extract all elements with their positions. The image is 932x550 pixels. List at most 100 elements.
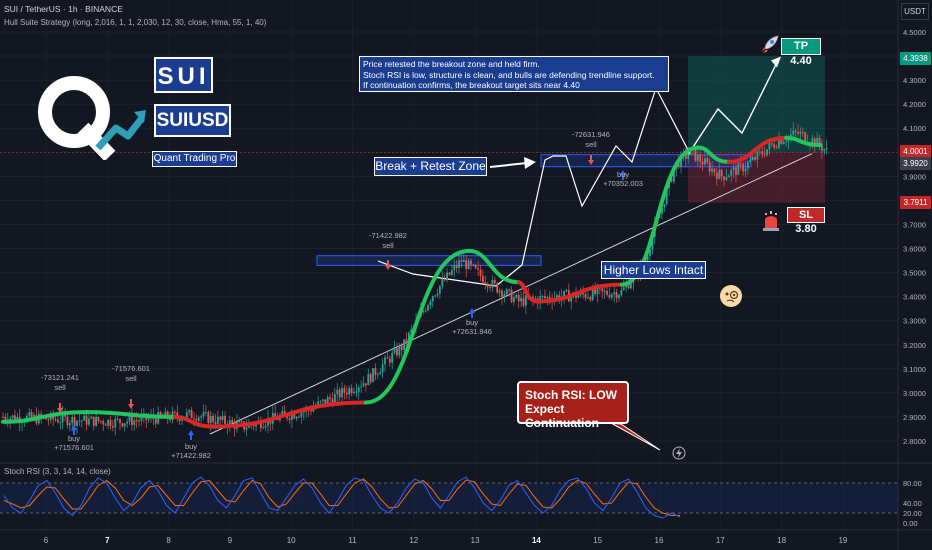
candle-body (737, 163, 740, 175)
candle-body (76, 420, 78, 426)
trend-lines (209, 56, 813, 451)
candle-body (646, 255, 649, 260)
note-line-2: Stoch RSI is low, structure is clean, an… (363, 69, 655, 80)
candle-body (441, 279, 444, 286)
candle-body (548, 297, 551, 301)
candle-body (520, 297, 522, 302)
candle-body (365, 383, 367, 386)
candle-body (21, 422, 23, 424)
price-tick-label: 2.8000 (903, 437, 926, 446)
candle-body (407, 333, 410, 343)
candle-body (739, 163, 742, 165)
ticker-badge: SUI (154, 57, 213, 93)
stoch-rsi-legend[interactable]: Stoch RSI (3, 3, 14, 14, close) (4, 467, 111, 476)
buy-arrow-icon (188, 430, 194, 440)
hull-ma-segment (535, 282, 624, 304)
time-tick-label: 8 (166, 536, 171, 545)
candle-body (811, 138, 814, 144)
price-tick-label: 4.3000 (903, 76, 926, 85)
candle-body (2, 416, 4, 418)
candle-body (591, 288, 594, 300)
candle-body (57, 419, 59, 423)
stop-loss-zone (688, 152, 825, 203)
stop-price-tag: 3.7911 (900, 196, 931, 209)
candle-body (747, 162, 749, 169)
time-tick-label: 18 (777, 536, 786, 545)
candle-body (601, 288, 604, 292)
candle-body (661, 206, 663, 214)
candle-body (715, 172, 718, 179)
strategy-legend[interactable]: Hull Suite Strategy (long, 2,016, 1, 1, … (4, 18, 267, 27)
candle-body (71, 416, 74, 424)
candle-body (713, 168, 716, 173)
candle-body (775, 147, 778, 149)
candle-body (209, 415, 212, 423)
candle-body (708, 162, 711, 172)
candle-body (479, 269, 482, 276)
candle-body (825, 147, 828, 150)
price-tick-label: 4.1000 (903, 124, 926, 133)
lightning-icon[interactable] (672, 446, 686, 460)
candle-body (761, 151, 764, 155)
candle-body (400, 345, 403, 351)
candle-body (670, 178, 673, 182)
candle-body (164, 411, 167, 418)
candle-body (584, 294, 587, 298)
candle-body (735, 167, 737, 175)
candle-body (317, 401, 320, 407)
candle-body (138, 420, 140, 422)
stoch-band (0, 483, 898, 513)
candle-body (524, 295, 527, 306)
candle-body (823, 149, 826, 151)
candle-body (505, 289, 508, 295)
candle-body (462, 259, 465, 262)
candle-body (608, 294, 611, 298)
time-tick-label: 9 (228, 536, 233, 545)
pair-badge: SUIUSD (154, 104, 231, 137)
projection-path (687, 58, 780, 156)
stoch-callout-line-2: Expect Continuation (525, 402, 599, 430)
currency-button[interactable]: USDT (901, 3, 929, 20)
buy-side-label: buy (68, 434, 80, 443)
candle-body (689, 148, 692, 156)
candle-body (228, 420, 231, 428)
candle-body (615, 292, 618, 299)
candle-body (396, 348, 398, 356)
candle-body (770, 143, 773, 145)
candle-body (16, 416, 19, 421)
hull-ma-segment (363, 248, 472, 405)
candle-body (221, 415, 224, 420)
candle-body (97, 416, 100, 422)
candle-body (147, 418, 150, 420)
candle-body (813, 138, 816, 147)
candle-body (522, 297, 525, 306)
candle-body (723, 176, 725, 180)
time-tick-label: 17 (716, 536, 725, 545)
candle-body (212, 415, 214, 422)
candle-body (119, 419, 121, 424)
candle-body (498, 290, 501, 293)
candle-body (274, 413, 277, 418)
candle-body (190, 410, 193, 419)
candle-body (756, 151, 759, 160)
candle-body (384, 357, 386, 365)
time-axis: 6 7 8 9 10 11 12 13 14 15 16 17 18 19 (0, 529, 932, 545)
candle-body (780, 139, 783, 144)
sell-value-label: -71422.982 (369, 231, 407, 240)
candle-body (751, 156, 754, 161)
sell-side-label: sell (125, 374, 137, 383)
sell-arrow-icon (57, 403, 63, 413)
price-tick-label: 3.0000 (903, 389, 926, 398)
candle-body (83, 415, 86, 421)
symbol-title[interactable]: SUI / TetherUS · 1h · BINANCE (4, 4, 123, 14)
author-badge: Quant Trading Pro (152, 151, 237, 167)
buy-arrow-icon (620, 170, 626, 180)
candle-body (754, 156, 756, 160)
candle-body (651, 236, 654, 250)
candle-body (613, 292, 616, 295)
time-tick-label: 12 (409, 536, 418, 545)
time-tick-label: 14 (532, 536, 541, 545)
candle-body (386, 357, 389, 359)
